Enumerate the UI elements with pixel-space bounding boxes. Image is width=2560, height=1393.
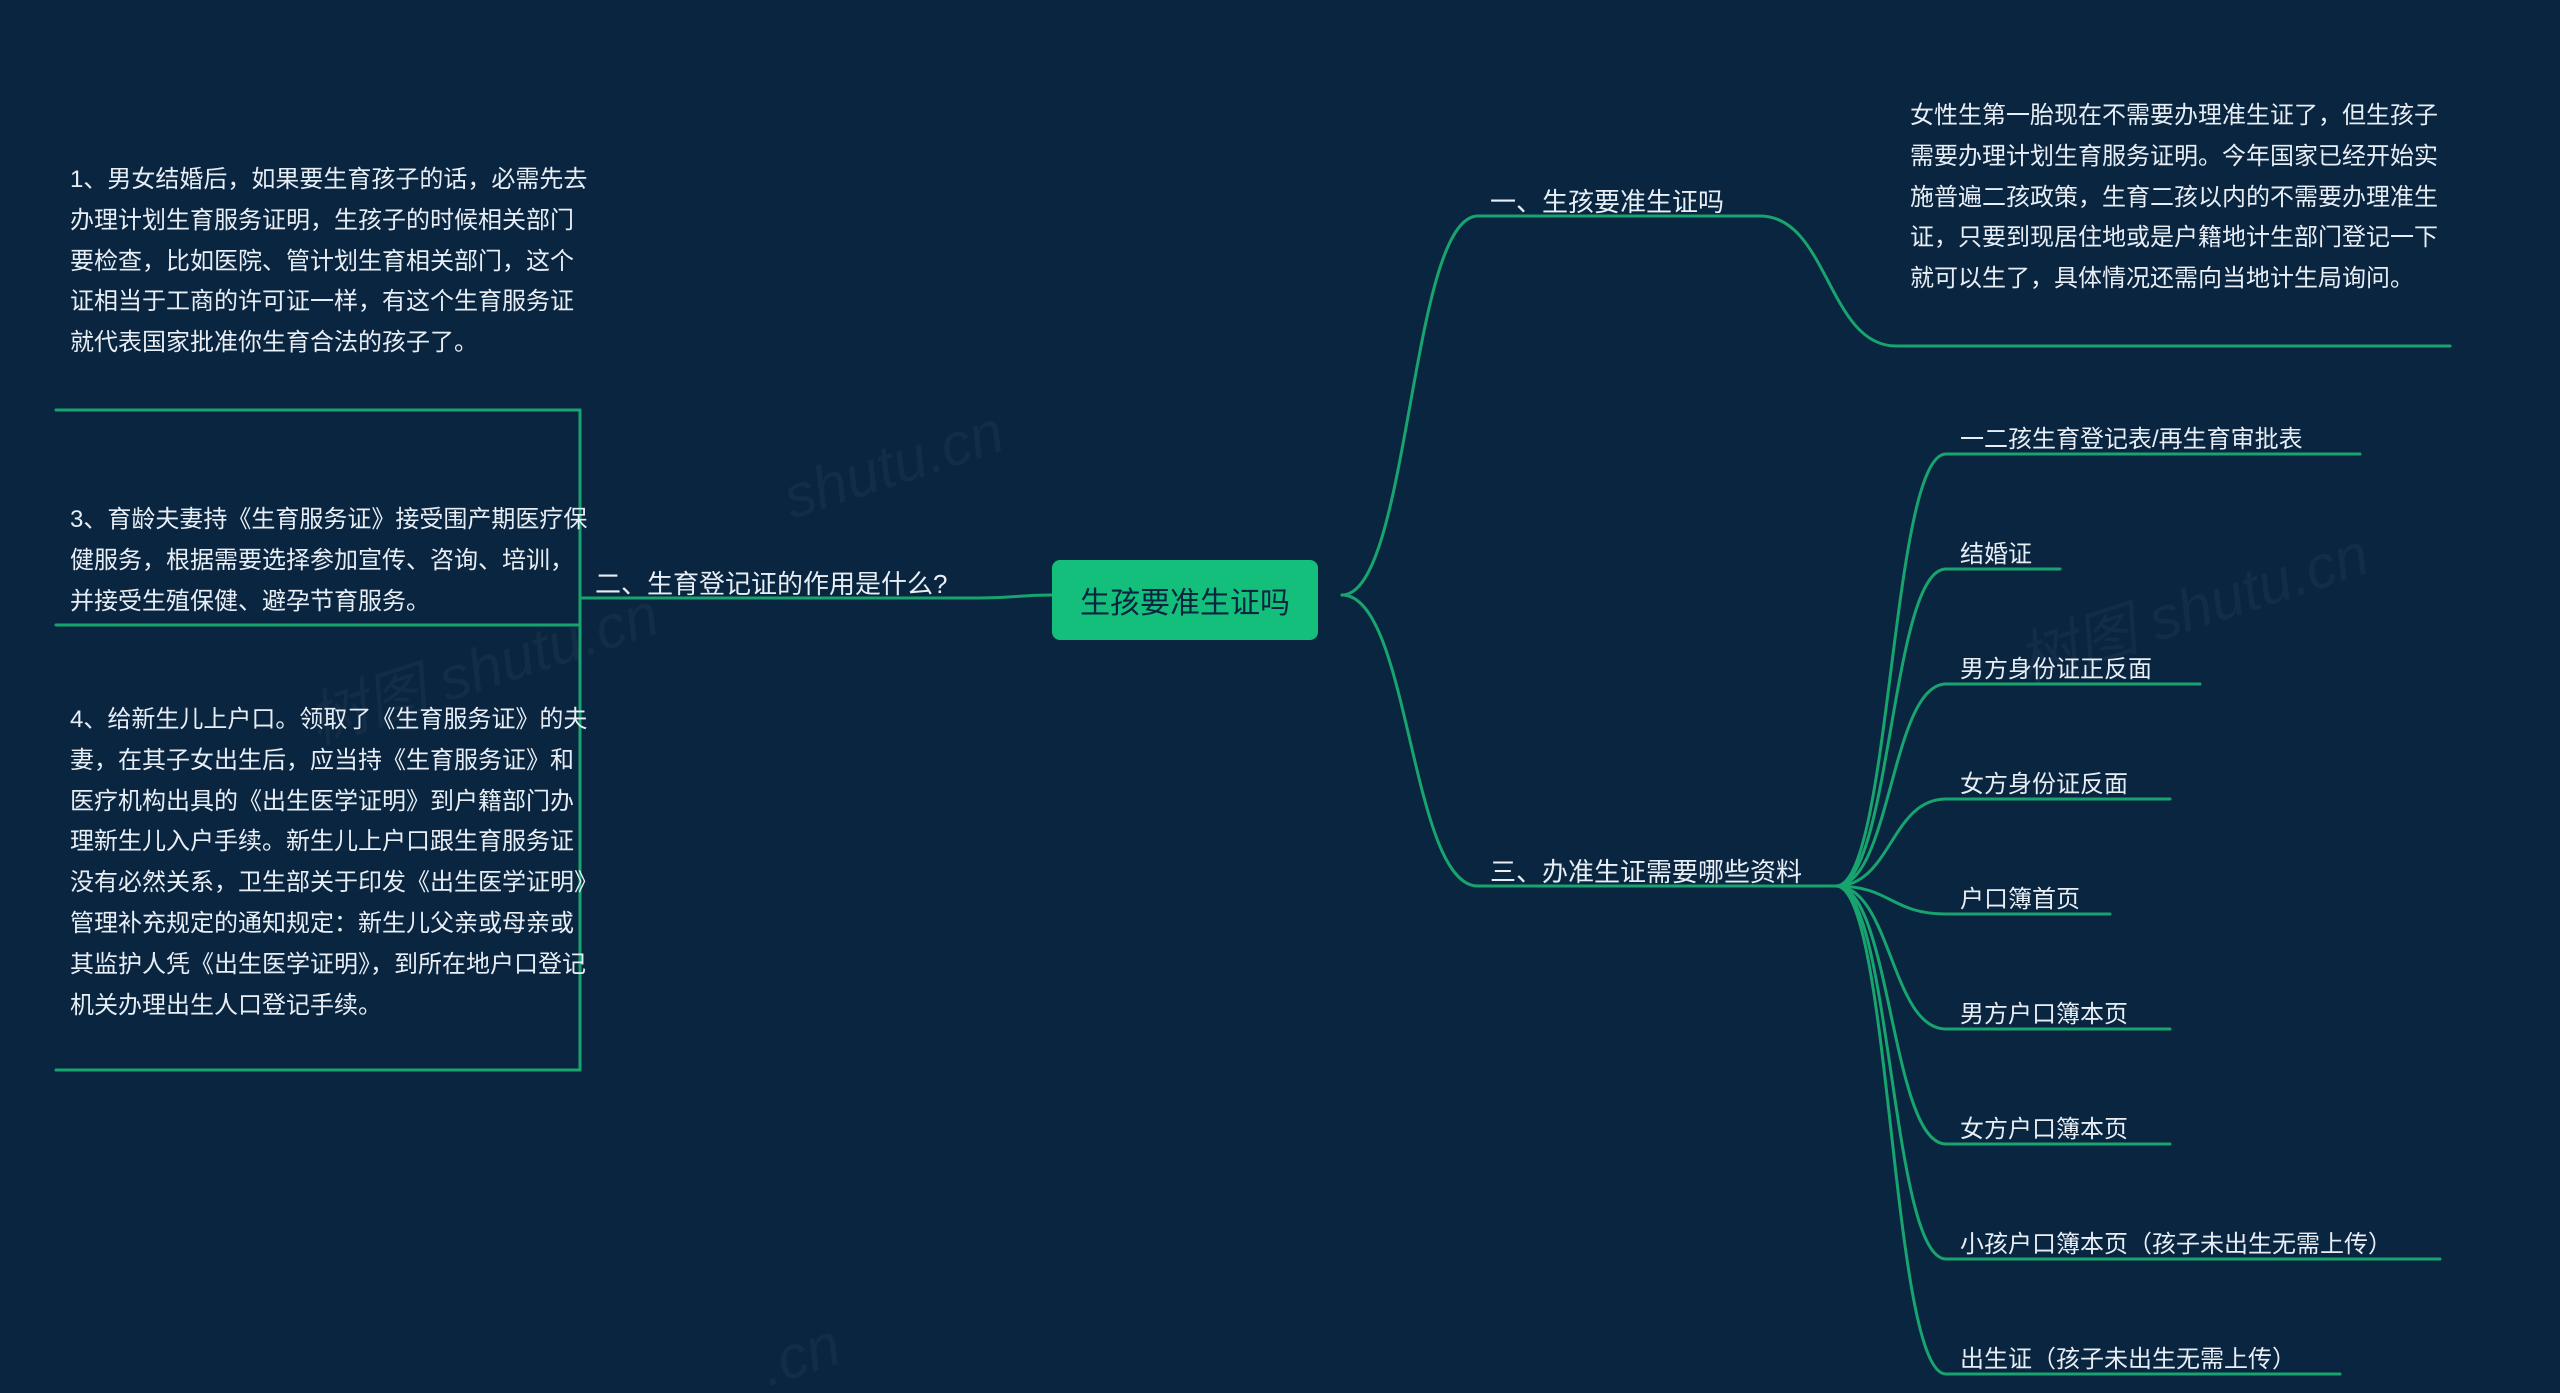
mindmap-canvas: 树图 shutu.cn shutu.cn 树图 shutu.cn .cn 生孩要…	[0, 0, 2560, 1393]
doc-item-6: 男方户口簿本页	[1960, 995, 2128, 1036]
usage-item-1: 1、男女结婚后，如果要生育孩子的话，必需先去办理计划生育服务证明，生孩子的时候相…	[70, 160, 590, 364]
doc-item-7: 女方户口簿本页	[1960, 1110, 2128, 1151]
doc-item-9: 出生证（孩子未出生无需上传）	[1960, 1340, 2296, 1381]
watermark: shutu.cn	[775, 397, 1012, 533]
branch-two[interactable]: 二、生育登记证的作用是什么?	[595, 564, 947, 601]
branch-three[interactable]: 三、办准生证需要哪些资料	[1490, 852, 1802, 889]
watermark: .cn	[751, 1309, 848, 1393]
doc-item-8: 小孩户口簿本页（孩子未出生无需上传）	[1960, 1225, 2392, 1266]
branch-one[interactable]: 一、生孩要准生证吗	[1490, 182, 1724, 219]
doc-item-2: 结婚证	[1960, 535, 2032, 576]
doc-item-5: 户口簿首页	[1960, 880, 2080, 921]
root-node[interactable]: 生孩要准生证吗	[1052, 560, 1318, 640]
leaf-one-desc: 女性生第一胎现在不需要办理准生证了，但生孩子需要办理计划生育服务证明。今年国家已…	[1910, 96, 2450, 300]
usage-item-3: 4、给新生儿上户口。领取了《生育服务证》的夫妻，在其子女出生后，应当持《生育服务…	[70, 700, 590, 1026]
doc-item-3: 男方身份证正反面	[1960, 650, 2152, 691]
doc-item-1: 一二孩生育登记表/再生育审批表	[1960, 420, 2303, 461]
doc-item-4: 女方身份证反面	[1960, 765, 2128, 806]
usage-item-2: 3、育龄夫妻持《生育服务证》接受围产期医疗保健服务，根据需要选择参加宣传、咨询、…	[70, 500, 590, 622]
